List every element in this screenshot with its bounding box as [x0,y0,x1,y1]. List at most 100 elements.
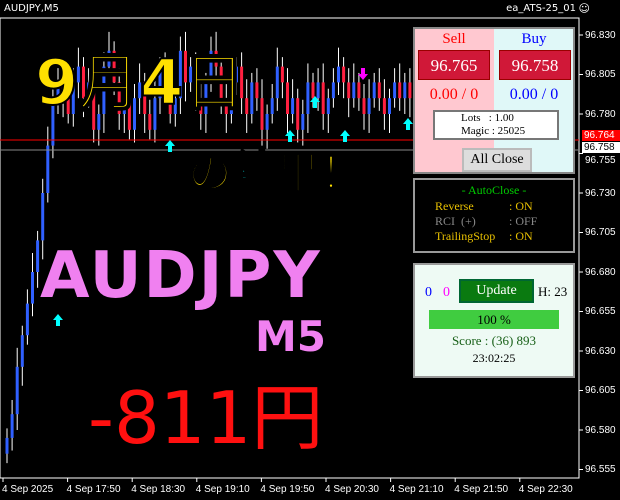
price-label: 96.580 [585,424,616,436]
candle-body [127,98,131,130]
candle-body [326,98,330,114]
candle-body [158,66,162,99]
time-label: 4 Sep 19:50 [260,484,315,495]
candle-body [367,98,371,114]
autoclose-panel: - AutoClose - Reverse: ON RCI (+): OFF T… [413,178,575,253]
time-label: 4 Sep 22:30 [518,484,573,495]
candle-body [229,82,233,114]
price-label: 96.655 [585,306,616,317]
candle-body [393,82,397,99]
bid-price-tag: 96.758 [582,142,620,153]
candle-body [61,82,65,99]
price-label: 96.630 [585,345,616,357]
update-panel: 0 0 Update H: 23 100 % Score : (36) 893 … [413,263,575,378]
all-close-button[interactable]: All Close [462,148,532,172]
ask-price-tag: 96.764 [582,130,620,141]
price-label: 96.605 [585,385,616,396]
price-label: 96.705 [585,227,616,238]
price-label: 96.755 [585,155,616,166]
candle-body [41,193,45,241]
panel-time: 23:02:25 [472,351,516,365]
candle-body [87,82,91,99]
candle-body [382,98,386,114]
candle-body [199,98,203,114]
candle-body [209,50,213,83]
candle-body [97,114,101,130]
time-label: 4 Sep 20:30 [325,484,379,495]
buy-header: Buy [521,31,547,47]
candle-body [168,82,172,114]
candle-body [143,82,147,114]
candle-body [112,50,116,83]
candle-body [31,272,34,304]
up-arrow-icon [285,130,295,142]
candle-body [321,82,325,114]
overlay-pnl: -811円 [88,376,324,460]
candle-body [337,66,340,83]
candle-body [265,114,269,130]
candle-body [46,145,50,193]
candle-body [56,82,60,99]
candle-body [372,82,376,99]
candle-body [66,98,70,114]
overlay-result: の結果！ [187,148,365,199]
candle-body [306,82,310,114]
candle-body [214,50,218,67]
price-label: 96.680 [585,266,616,278]
candle-body [270,98,274,114]
candle-body [240,66,244,99]
up-arrow-icon [310,96,320,108]
candle-body [260,98,264,130]
time-label: 4 Sep 2025 [2,484,54,495]
trade-panel: Sell Buy 96.765 96.758 0.00 / 0 0.00 / 0… [413,27,575,174]
down-arrow-icon [358,68,368,80]
rci-setting[interactable]: RCI (+): OFF [435,214,538,228]
up-arrow-icon [240,168,250,180]
time-label: 4 Sep 21:10 [389,484,444,495]
chart-symbol: AUDJPY,M5 [4,3,59,14]
candle-body [15,366,19,415]
lots-magic-box: Lots : 1.00 Magic : 25025 [433,110,559,140]
overlay-pair: AUDJPY [40,239,322,313]
progress-bar: 100 % [429,310,559,329]
up-arrow-icon [53,314,63,326]
price-label: 96.830 [585,29,616,41]
candle-body [148,114,152,130]
candle-body [138,82,142,99]
candle-body [76,66,80,83]
candle-body [204,82,208,114]
lots-value: Lots : 1.00 [461,112,514,124]
candle-body [342,66,346,83]
sell-button[interactable]: 96.765 [418,50,490,80]
candle-body [347,82,351,99]
candle-body [280,66,284,83]
candle-body [25,303,29,336]
buy-button[interactable]: 96.758 [499,50,571,80]
candle-body [107,50,111,67]
candle-body [117,82,121,114]
count-magenta: 0 [443,285,450,300]
candle-body [82,66,85,99]
sell-position: 0.00 / 0 [429,86,479,103]
candle-body [178,50,182,99]
candle-body [71,82,75,114]
up-arrow-icon [340,130,350,142]
candle-body [5,437,9,454]
candle-body [224,98,228,114]
candle-body [102,66,106,114]
time-label: 4 Sep 17:50 [66,484,121,495]
price-label: 96.805 [585,69,616,80]
candle-body [153,98,157,130]
update-button[interactable]: Update [459,279,534,303]
reverse-setting[interactable]: Reverse: ON [435,199,533,213]
hour-label: H: 23 [538,284,568,299]
price-label: 96.780 [585,108,616,120]
sell-header: Sell [442,31,466,47]
candle-body [133,98,136,130]
candle-body [377,82,381,99]
candle-body [352,82,356,99]
candle-body [301,114,305,130]
candle-body [362,98,366,114]
trailing-stop-setting[interactable]: TrailingStop: ON [435,229,533,243]
